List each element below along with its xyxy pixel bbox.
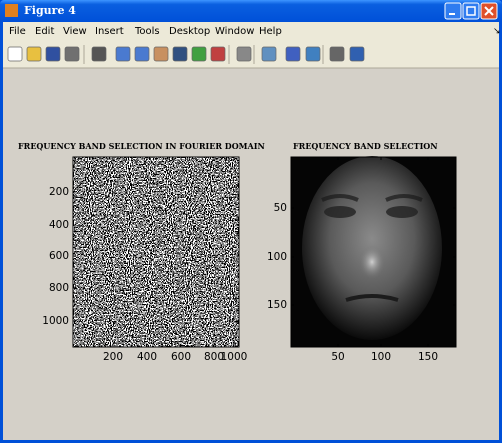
toolbar-button[interactable] — [191, 46, 207, 62]
y-tick-label: 200 — [49, 186, 69, 198]
brows — [321, 194, 423, 202]
title-bar — [0, 0, 502, 22]
axes-box — [290, 156, 457, 348]
x-tick-label: 100 — [371, 351, 391, 363]
toolbar-button[interactable] — [64, 46, 80, 62]
y-tick-label: 400 — [49, 219, 69, 231]
x-tick-label: 50 — [331, 351, 344, 363]
menu-arrow: ↘ — [493, 27, 501, 37]
axes-title: FREQUENCY BAND SELECTION — [293, 141, 438, 151]
toolbar-button[interactable] — [329, 46, 345, 62]
noise-image — [73, 157, 239, 347]
menu-item[interactable]: File — [9, 26, 26, 37]
menu-item[interactable]: Help — [259, 26, 282, 37]
toolbar-button[interactable] — [210, 46, 226, 62]
toolbar-button[interactable] — [305, 46, 321, 62]
menu-item[interactable]: Tools — [134, 26, 160, 37]
y-tick-label: 50 — [274, 202, 287, 214]
eye — [386, 206, 418, 218]
maximize-icon — [466, 6, 476, 16]
mouth — [345, 294, 399, 302]
menu-item[interactable]: Window — [215, 26, 254, 37]
menu-bar — [3, 22, 499, 40]
axes-box — [72, 156, 240, 348]
x-tick-label: 800 — [204, 351, 224, 363]
y-tick-label: 100 — [267, 251, 287, 263]
toolbar-button[interactable] — [236, 46, 252, 62]
toolbar-button[interactable] — [349, 46, 365, 62]
toolbar-button[interactable] — [7, 46, 23, 62]
nose — [359, 245, 385, 279]
toolbar-button[interactable] — [153, 46, 169, 62]
x-tick-label: 600 — [171, 351, 191, 363]
close-icon — [484, 6, 494, 16]
y-tick-label: 600 — [49, 250, 69, 262]
toolbar-button[interactable] — [91, 46, 107, 62]
axes-title: FREQUENCY BAND SELECTION IN FOURIER DOMA… — [18, 141, 265, 151]
menu-item[interactable]: View — [63, 26, 87, 37]
menu-item[interactable]: Edit — [35, 26, 54, 37]
toolbar-button[interactable] — [172, 46, 188, 62]
y-tick-label: 800 — [49, 282, 69, 294]
x-tick-label: 400 — [137, 351, 157, 363]
app-icon — [5, 4, 18, 17]
toolbar-button[interactable] — [134, 46, 150, 62]
menu-item[interactable]: Insert — [95, 26, 124, 37]
menu-item[interactable]: Desktop — [169, 26, 210, 37]
toolbar-button[interactable] — [261, 46, 277, 62]
toolbar-button[interactable] — [285, 46, 301, 62]
toolbar-button[interactable] — [45, 46, 61, 62]
minimize-button[interactable] — [444, 2, 462, 20]
x-tick-label: 200 — [103, 351, 123, 363]
eye — [324, 206, 356, 218]
minimize-icon — [449, 13, 455, 15]
window-title: Figure 4 — [24, 4, 76, 17]
x-tick-label: 1000 — [221, 351, 248, 363]
toolbar-button[interactable] — [115, 46, 131, 62]
y-tick-label: 150 — [267, 299, 287, 311]
x-tick-label: 150 — [418, 351, 438, 363]
toolbar-button[interactable] — [26, 46, 42, 62]
y-tick-label: 1000 — [42, 315, 69, 327]
maximize-button[interactable] — [462, 2, 480, 20]
